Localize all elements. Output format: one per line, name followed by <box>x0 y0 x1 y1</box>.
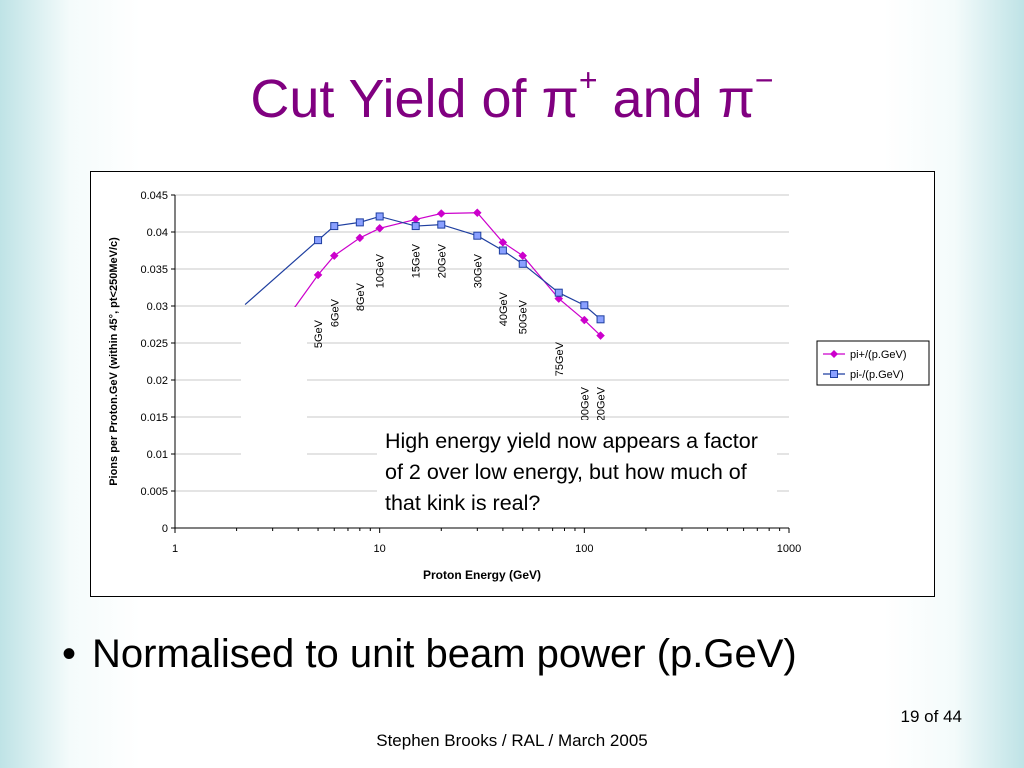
title-and: and <box>597 69 718 129</box>
energy-label: 6GeV <box>329 298 341 327</box>
pi-minus-point <box>314 236 323 245</box>
energy-label: 5GeV <box>313 319 325 348</box>
annotation-note: High energy yield now appears a factor o… <box>377 420 777 525</box>
pi-plus-point <box>375 223 385 233</box>
energy-label: 10GeV <box>375 253 387 288</box>
energy-label: 40GeV <box>498 291 510 326</box>
x-axis-label: Proton Energy (GeV) <box>423 568 541 582</box>
energy-label: 120GeV <box>596 386 608 427</box>
pi-minus-point <box>330 222 339 231</box>
pi-plus-point <box>518 251 528 261</box>
bullet-marker: • <box>62 632 77 676</box>
energy-label: 30GeV <box>472 253 484 288</box>
minus-superscript: − <box>754 62 774 98</box>
pi-plus-point <box>472 208 482 218</box>
title-text: Cut Yield of <box>250 69 542 129</box>
y-tick-label: 0.015 <box>140 412 168 424</box>
slide-footer: Stephen Brooks / RAL / March 2005 <box>376 731 648 750</box>
pi-plus-point <box>498 238 508 247</box>
mask-region <box>241 307 307 457</box>
energy-label: 8GeV <box>355 282 367 311</box>
legend-entry: pi+/(p.GeV) <box>850 349 907 361</box>
x-tick-label: 1 <box>172 543 178 555</box>
pi-minus-point <box>375 212 384 221</box>
y-tick-label: 0.045 <box>140 190 168 202</box>
yield-chart: 0 0.005 0.01 0.015 0.02 0.025 0.03 0.035 0.04 0.0… <box>108 190 930 582</box>
y-tick-label: 0.01 <box>147 449 168 461</box>
slide-title: Cut Yield of π+ and π− <box>0 62 1024 130</box>
y-tick-label: 0.025 <box>140 338 168 350</box>
y-tick-label: 0 <box>162 523 168 535</box>
pi-symbol: π <box>717 69 755 129</box>
pi-minus-point <box>498 246 507 255</box>
pi-minus-point <box>355 218 364 227</box>
legend-entry: pi-/(p.GeV) <box>850 369 904 381</box>
y-tick-label: 0.035 <box>140 264 168 276</box>
legend-marker-diamond <box>830 350 838 358</box>
energy-label: 50GeV <box>518 299 530 334</box>
energy-label: 20GeV <box>436 243 448 278</box>
y-tick-label: 0.005 <box>140 486 168 498</box>
pi-minus-point <box>437 220 446 229</box>
y-tick-label: 0.02 <box>147 375 168 387</box>
pi-minus-point <box>518 259 527 268</box>
pi-minus-point <box>473 231 482 240</box>
y-tick-label: 0.03 <box>147 301 168 313</box>
chart-container: 0 0.005 0.01 0.015 0.02 0.025 0.03 0.035 0.04 0.0… <box>90 171 935 597</box>
energy-label: 75GeV <box>554 341 566 376</box>
pi-plus-point <box>313 270 323 280</box>
x-tick-label: 100 <box>575 543 593 555</box>
energy-label: 100GeV <box>579 386 591 427</box>
page-number: 19 of 44 <box>900 707 962 726</box>
pi-plus-point <box>436 209 446 218</box>
pi-plus-point <box>355 233 365 243</box>
y-axis-label: Pions per Proton.GeV (within 45°, pt<250… <box>108 237 120 486</box>
bullet-point: • Normalised to unit beam power (p.GeV) <box>62 632 797 677</box>
x-tick-label: 1000 <box>777 543 801 555</box>
y-tick-label: 0.04 <box>147 227 168 239</box>
plus-superscript: + <box>578 62 598 98</box>
pi-plus-point <box>329 251 339 261</box>
legend-marker-square <box>830 370 838 378</box>
pi-symbol: π <box>541 69 579 129</box>
x-tick-label: 10 <box>374 543 386 555</box>
pi-minus-point <box>411 222 420 231</box>
bullet-text: Normalised to unit beam power (p.GeV) <box>92 632 797 676</box>
energy-label: 15GeV <box>411 243 423 278</box>
pi-plus-point <box>579 315 589 325</box>
pi-minus-point <box>580 301 589 310</box>
pi-minus-point <box>596 315 605 324</box>
pi-plus-point <box>596 331 605 340</box>
pi-minus-point <box>554 288 563 297</box>
